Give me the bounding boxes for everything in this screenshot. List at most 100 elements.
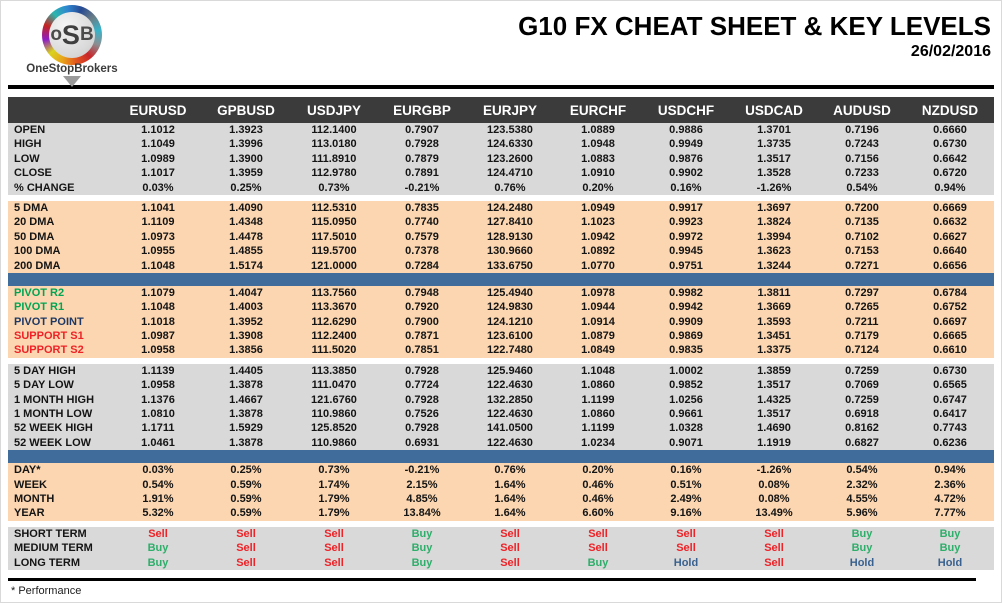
row-label: 20 DMA bbox=[14, 216, 55, 229]
cell-gpbusd: 0.59% bbox=[230, 478, 262, 491]
cell-eurchf: 0.46% bbox=[582, 478, 614, 491]
cell-eurgbp: Buy bbox=[411, 556, 433, 569]
cell-nzdusd: 0.6565 bbox=[933, 379, 967, 392]
cell-eurchf: 0.20% bbox=[582, 181, 614, 194]
cell-gpbusd: 1.4405 bbox=[229, 364, 263, 377]
row-label: PIVOT POINT bbox=[14, 315, 84, 328]
cell-usdchf: 0.9917 bbox=[669, 201, 703, 214]
cell-audusd: 0.7265 bbox=[845, 301, 879, 314]
cell-eurjpy: 124.4710 bbox=[487, 167, 533, 180]
cell-gpbusd: 1.4090 bbox=[229, 201, 263, 214]
table-row-day-: DAY* 0.03% 0.25% 0.73% -0.21% 0.76% 0.20% 0.16%… bbox=[8, 463, 994, 478]
cell-eurchf: 1.1199 bbox=[581, 393, 615, 406]
cell-eurjpy: 0.76% bbox=[494, 464, 526, 477]
row-label: DAY* bbox=[14, 464, 41, 477]
cell-usdcad: 1.3517 bbox=[757, 408, 791, 421]
cell-nzdusd: Buy bbox=[939, 542, 961, 555]
cell-audusd: 0.7196 bbox=[845, 124, 879, 136]
cell-eurjpy: 123.6100 bbox=[487, 330, 533, 343]
column-header-usdchf: USDCHF bbox=[657, 102, 715, 118]
cell-audusd: 0.7297 bbox=[845, 286, 879, 299]
cell-eurchf: 1.1199 bbox=[581, 422, 615, 435]
cell-usdchf: 0.16% bbox=[670, 464, 702, 477]
column-header-nzdusd: NZDUSD bbox=[921, 102, 979, 118]
logo-monogram-s: S bbox=[61, 19, 80, 50]
cell-usdcad: 1.3824 bbox=[757, 216, 791, 229]
cell-usdjpy: 0.73% bbox=[318, 464, 350, 477]
fx-cheat-sheet-table: EURUSD GPBUSD USDJPY EURGBP EURJPY EURCHF USDC… bbox=[8, 97, 994, 570]
cell-eurchf: 1.0234 bbox=[581, 436, 615, 449]
cell-nzdusd: 0.6417 bbox=[933, 408, 967, 421]
table-row-52-week-high: 52 WEEK HIGH 1.1711 1.5929 125.8520 0.7928 14… bbox=[8, 421, 994, 436]
cell-usdchf: 1.0256 bbox=[669, 393, 703, 406]
cell-usdcad: 1.3528 bbox=[757, 167, 791, 180]
cell-eurusd: 1.0989 bbox=[141, 152, 175, 165]
table-row-support-s2: SUPPORT S2 1.0958 1.3856 111.5020 0.7851 122.… bbox=[8, 343, 994, 358]
table-header-row: EURUSD GPBUSD USDJPY EURGBP EURJPY EURCHF USDC… bbox=[8, 97, 994, 123]
table-row-100-dma: 100 DMA 1.0955 1.4855 119.5700 0.7378 130.966… bbox=[8, 244, 994, 259]
cell-gpbusd: Sell bbox=[236, 527, 256, 540]
cell-usdcad: -1.26% bbox=[756, 464, 792, 477]
cell-usdjpy: 117.5010 bbox=[311, 230, 357, 243]
row-label: 50 DMA bbox=[14, 230, 55, 243]
column-header-gpbusd: GPBUSD bbox=[217, 102, 275, 118]
column-header-usdjpy: USDJPY bbox=[306, 102, 362, 118]
cell-usdjpy: 115.0950 bbox=[311, 216, 357, 229]
cell-audusd: 0.7233 bbox=[845, 167, 879, 180]
cell-eurgbp: 0.6931 bbox=[405, 436, 439, 449]
cell-usdcad: 1.4325 bbox=[757, 393, 791, 406]
cell-nzdusd: 0.6632 bbox=[933, 216, 967, 229]
cell-usdchf: Sell bbox=[676, 542, 696, 555]
cell-usdjpy: Sell bbox=[324, 542, 344, 555]
cell-nzdusd: 0.6669 bbox=[933, 201, 967, 214]
cell-usdchf: 0.9923 bbox=[669, 216, 703, 229]
page-title: G10 FX CHEAT SHEET & KEY LEVELS bbox=[518, 11, 991, 41]
cell-eurjpy: 141.0500 bbox=[487, 422, 533, 435]
cell-eurusd: 1.1376 bbox=[141, 393, 175, 406]
cell-gpbusd: 1.3878 bbox=[229, 436, 263, 449]
cell-gpbusd: 1.5174 bbox=[229, 259, 263, 272]
cell-eurgbp: Buy bbox=[411, 542, 433, 555]
cell-audusd: 0.7211 bbox=[845, 315, 879, 328]
cell-nzdusd: 0.6660 bbox=[933, 124, 967, 136]
logo-pin-tail-icon bbox=[63, 76, 81, 87]
cell-usdchf: 0.9869 bbox=[669, 330, 703, 343]
cell-usdcad: 1.3623 bbox=[757, 245, 791, 258]
cell-usdjpy: 121.6760 bbox=[311, 393, 357, 406]
cell-usdjpy: 113.3850 bbox=[311, 364, 357, 377]
row-label: 100 DMA bbox=[14, 245, 61, 258]
cell-audusd: Buy bbox=[851, 542, 873, 555]
table-row-52-week-low: 52 WEEK LOW 1.0461 1.3878 110.9860 0.6931 122… bbox=[8, 435, 994, 451]
cell-gpbusd: 1.5929 bbox=[229, 422, 263, 435]
cell-eurchf: 1.0883 bbox=[581, 152, 615, 165]
table-row-pivot-r1: PIVOT R1 1.1048 1.4003 113.3670 0.7920 124.98… bbox=[8, 300, 994, 315]
footer-divider bbox=[8, 577, 976, 581]
cell-usdchf: Hold bbox=[673, 556, 699, 569]
table-row--change: % CHANGE 0.03% 0.25% 0.73% -0.21% 0.76% 0.20% 0… bbox=[8, 180, 994, 195]
cell-eurgbp: 0.7835 bbox=[405, 201, 439, 214]
cell-usdchf: 1.0328 bbox=[669, 422, 703, 435]
cell-nzdusd: 2.36% bbox=[934, 478, 966, 491]
cell-gpbusd: 1.4667 bbox=[229, 393, 263, 406]
cell-usdcad: -1.26% bbox=[756, 181, 792, 194]
cell-audusd: 0.8162 bbox=[845, 422, 879, 435]
cell-eurchf: 1.0879 bbox=[581, 330, 615, 343]
cell-eurusd: 1.91% bbox=[142, 492, 174, 505]
cell-eurjpy: 133.6750 bbox=[487, 259, 533, 272]
cell-eurjpy: Sell bbox=[500, 542, 520, 555]
cell-eurchf: 1.0860 bbox=[581, 408, 615, 421]
cell-eurgbp: -0.21% bbox=[404, 464, 440, 477]
cell-eurgbp: 0.7900 bbox=[405, 315, 439, 328]
cell-gpbusd: 1.4047 bbox=[229, 286, 263, 299]
cell-audusd: 0.6918 bbox=[845, 408, 879, 421]
cell-usdjpy: 111.0470 bbox=[311, 379, 357, 392]
table-row-support-s1: SUPPORT S1 1.0987 1.3908 112.2400 0.7871 123.… bbox=[8, 329, 994, 344]
cell-eurusd: 1.1041 bbox=[141, 201, 175, 214]
row-label: YEAR bbox=[14, 507, 45, 520]
cell-eurjpy: 123.2600 bbox=[487, 152, 533, 165]
cell-audusd: 0.7124 bbox=[845, 344, 879, 357]
cell-eurchf: 1.0849 bbox=[581, 344, 615, 357]
cell-usdjpy: 112.9780 bbox=[311, 167, 357, 180]
cell-gpbusd: 1.4855 bbox=[229, 245, 263, 258]
